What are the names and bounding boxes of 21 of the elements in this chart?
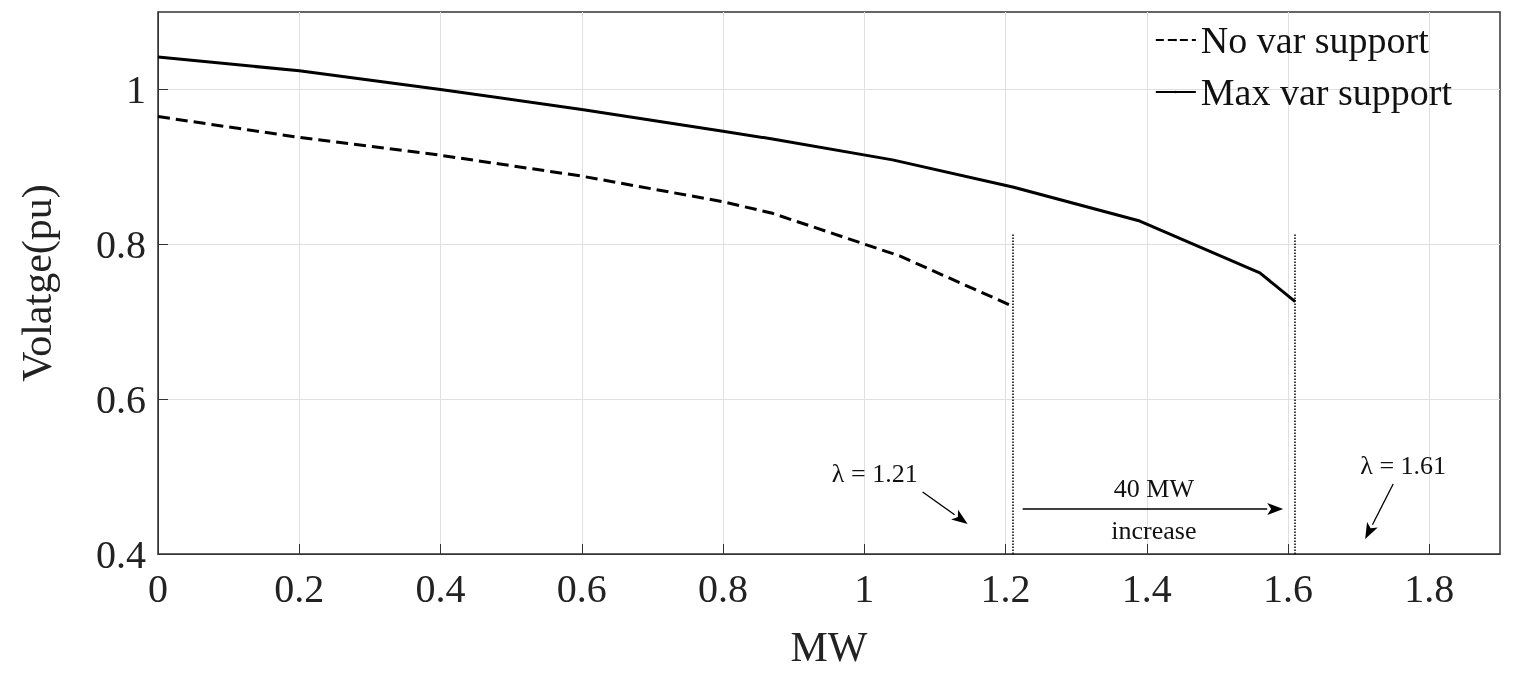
x-tick-label: 0.6 <box>556 565 607 611</box>
x-tick-label: 1.4 <box>1121 565 1172 611</box>
x-axis-title: MW <box>790 624 868 670</box>
x-tick-label: 0 <box>148 565 168 611</box>
y-tick-label: 0.6 <box>96 376 146 422</box>
y-tick-label: 1 <box>126 66 146 112</box>
x-tick-label: 0.4 <box>415 565 466 611</box>
x-tick-label: 1.8 <box>1404 565 1455 611</box>
x-tick-label: 1.6 <box>1263 565 1314 611</box>
x-tick-label: 1 <box>854 565 875 611</box>
annotation: 40 MW increase <box>1111 473 1197 545</box>
annotation: λ = 1.21 <box>831 458 918 488</box>
legend-label: No var support <box>1200 19 1430 61</box>
x-tick-label: 0.2 <box>274 565 325 611</box>
x-tick-label: 0.8 <box>698 565 749 611</box>
annotation: λ = 1.61 <box>1360 450 1447 480</box>
y-tick-label: 0.8 <box>96 221 146 267</box>
y-axis-title: Volatge(pu) <box>14 184 61 382</box>
x-tick-label: 1.2 <box>980 565 1031 611</box>
y-tick-label: 0.4 <box>96 531 146 577</box>
legend-label: Max var support <box>1200 71 1453 113</box>
